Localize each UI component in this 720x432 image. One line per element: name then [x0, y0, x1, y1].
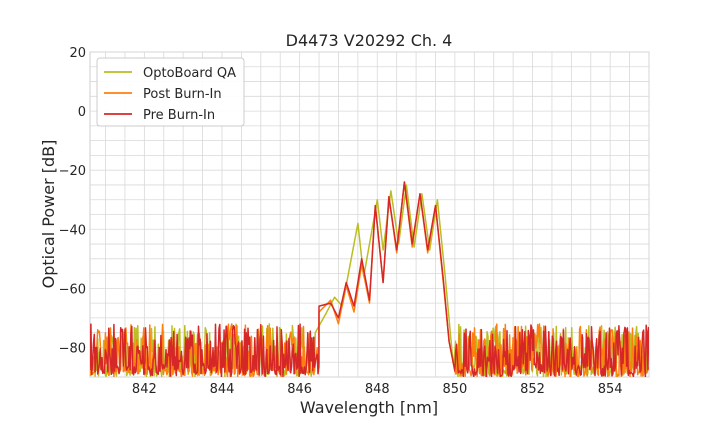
chart-title: D4473 V20292 Ch. 4 [286, 31, 453, 50]
legend-entry: OptoBoard QA [143, 66, 236, 81]
legend-entry: Post Burn-In [143, 87, 222, 102]
y-axis-label: Optical Power [dB] [39, 140, 58, 289]
x-tick-label: 846 [287, 382, 312, 397]
legend: OptoBoard QA Post Burn-In Pre Burn-In [96, 57, 245, 127]
x-tick-label: 842 [132, 382, 157, 397]
y-tick-label: −80 [59, 341, 86, 356]
y-tick-label: −60 [59, 282, 86, 297]
y-tick-label: −20 [59, 164, 86, 179]
x-tick-label: 852 [520, 382, 545, 397]
legend-entry: Pre Burn-In [143, 108, 215, 123]
y-tick-label: 0 [78, 105, 86, 120]
legend-box [96, 57, 245, 127]
series-line [90, 181, 649, 377]
x-tick-label: 844 [210, 382, 235, 397]
y-tick-label: −40 [59, 223, 86, 238]
series-lines [90, 181, 649, 377]
y-tick-label: 20 [69, 46, 86, 61]
y-tick-labels: 20 0 −20 −40 −60 −80 [59, 46, 86, 356]
x-tick-label: 854 [598, 382, 623, 397]
x-axis-label: Wavelength [nm] [300, 398, 438, 417]
x-tick-label: 850 [442, 382, 467, 397]
x-tick-label: 848 [365, 382, 390, 397]
x-tick-labels: 842 844 846 848 850 852 854 [132, 382, 623, 397]
